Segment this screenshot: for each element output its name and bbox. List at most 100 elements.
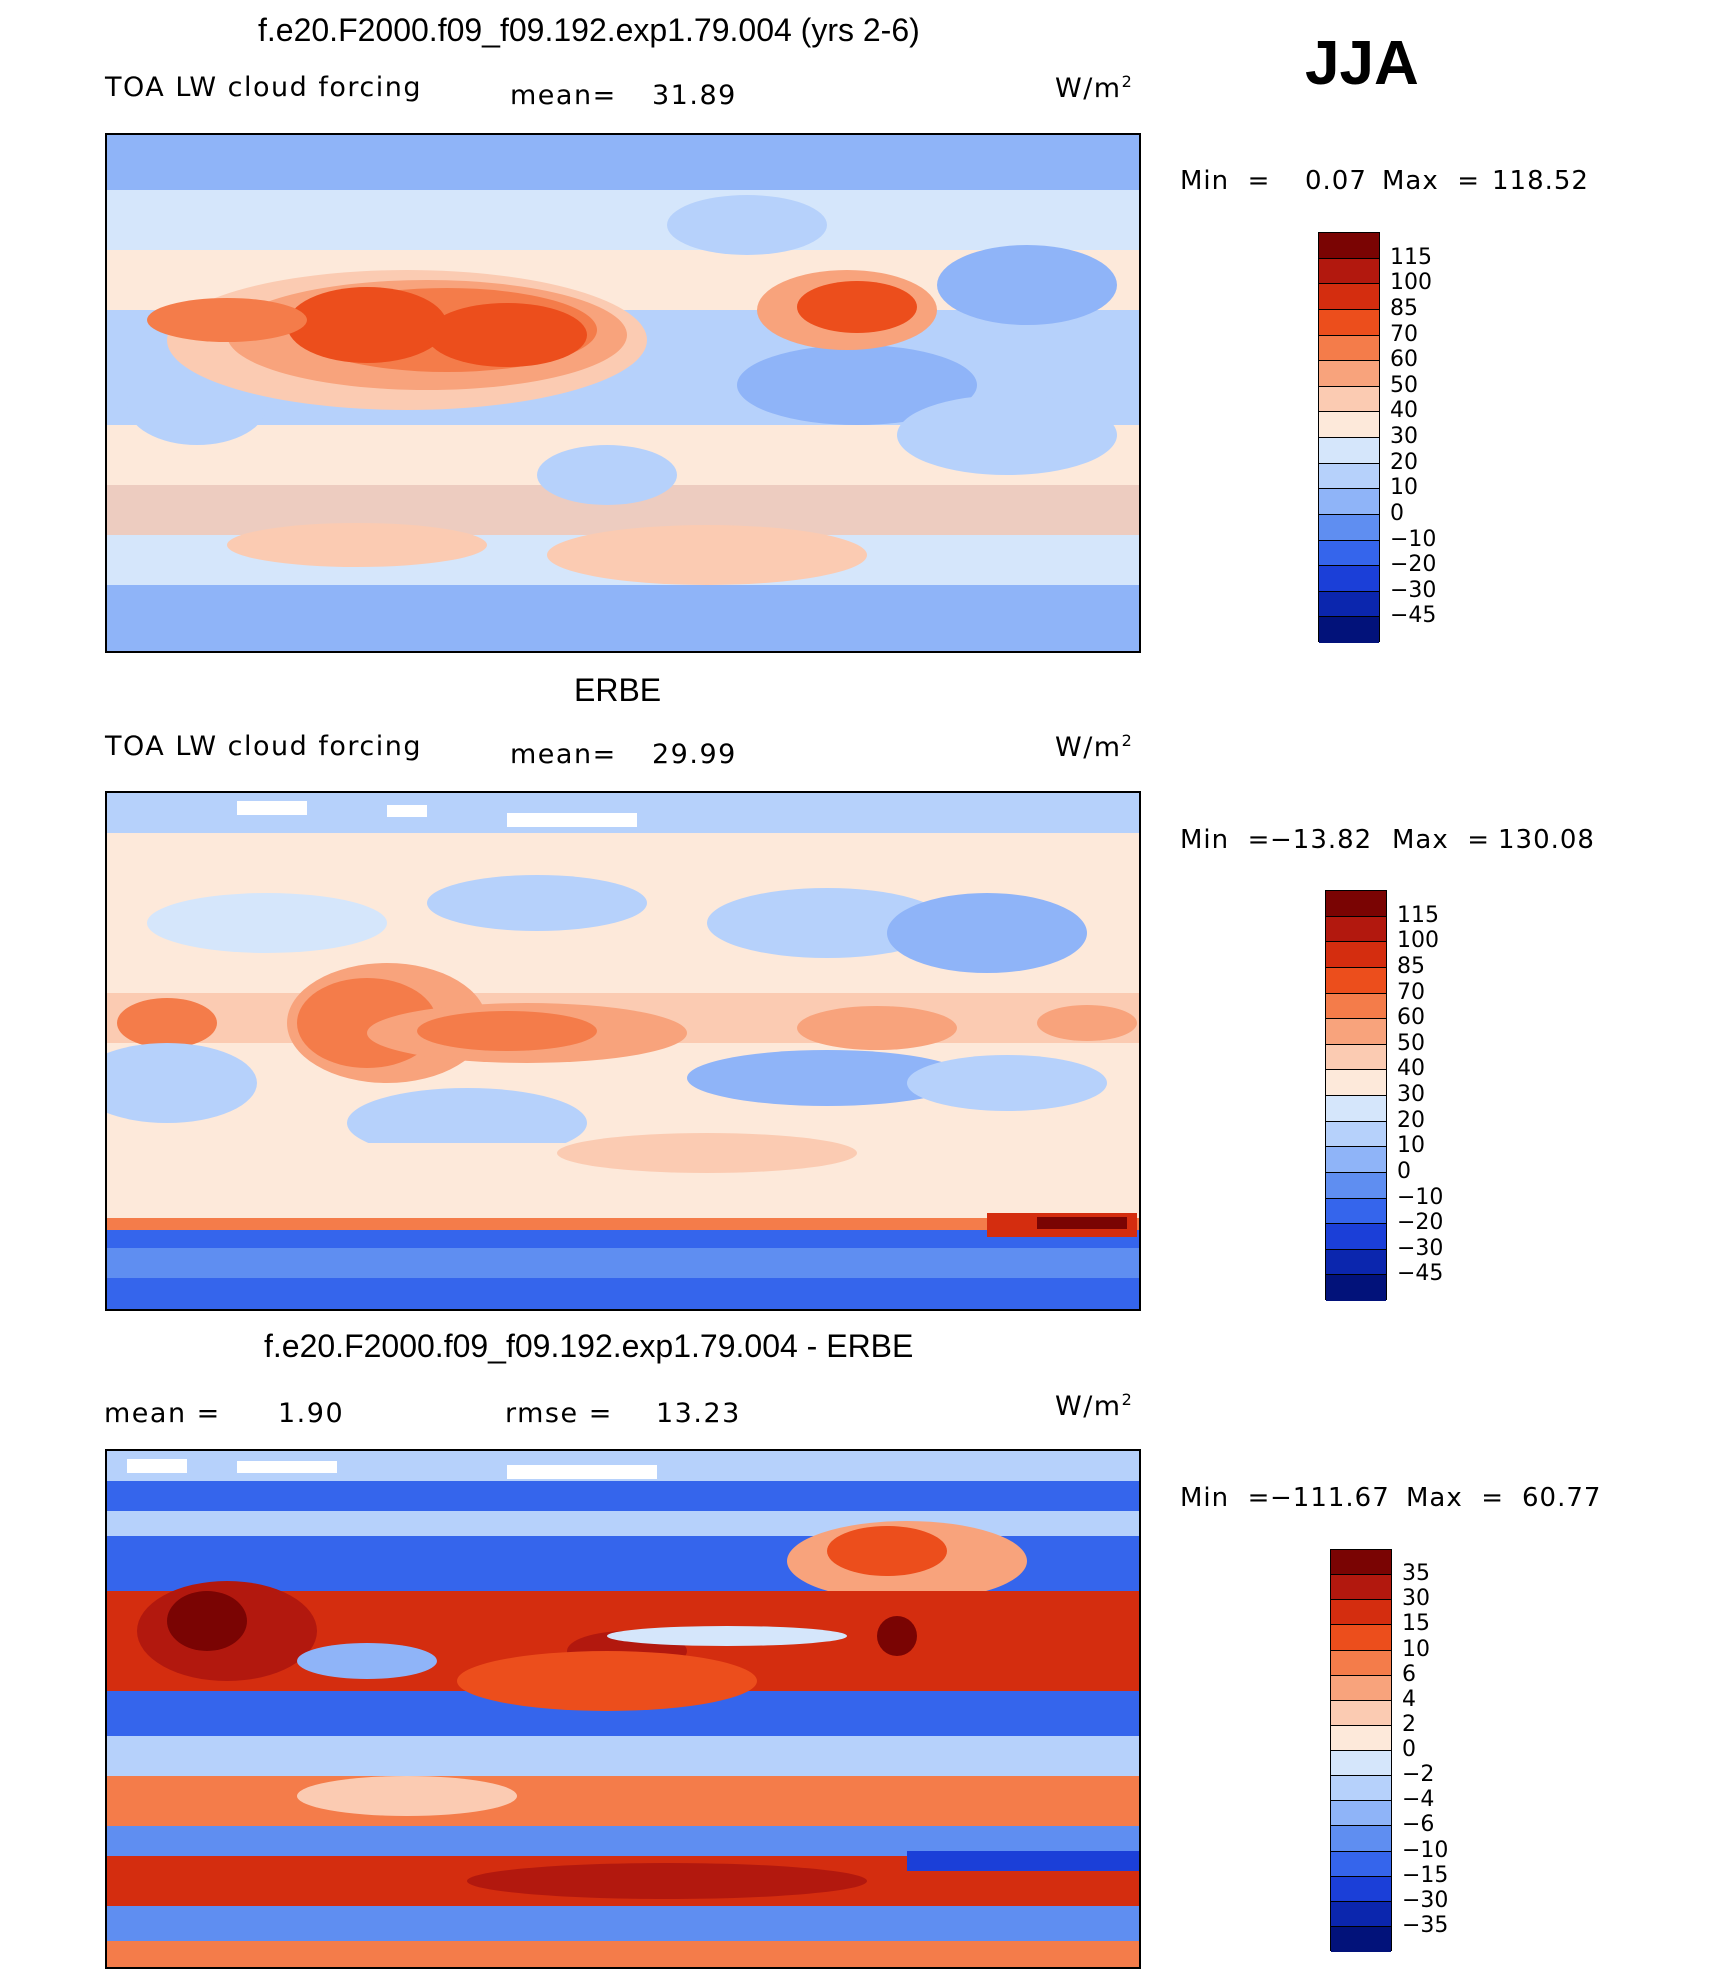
colorbar-swatch xyxy=(1319,438,1379,464)
colorbar-label: −20 xyxy=(1390,552,1437,578)
colorbar-swatch xyxy=(1331,1926,1391,1952)
colorbar-swatch xyxy=(1326,1224,1386,1250)
colorbar-swatch xyxy=(1319,361,1379,387)
panel1-max-value: 118.52 xyxy=(1492,166,1589,196)
panel2-colorbar xyxy=(1325,890,1387,1301)
colorbar-swatch xyxy=(1331,1650,1391,1676)
colorbar-label: 4 xyxy=(1402,1686,1416,1712)
panel1-max-label: Max = xyxy=(1382,166,1481,196)
panel1-map xyxy=(105,133,1141,653)
colorbar-swatch xyxy=(1326,1172,1386,1199)
colorbar-swatch xyxy=(1331,1901,1391,1927)
colorbar-label: −30 xyxy=(1390,577,1437,603)
colorbar-label: −4 xyxy=(1402,1787,1435,1813)
colorbar-label: 115 xyxy=(1397,902,1439,928)
panel3-map xyxy=(105,1449,1141,1969)
colorbar-swatch xyxy=(1331,1575,1391,1601)
colorbar-label: −45 xyxy=(1397,1261,1444,1287)
colorbar-swatch xyxy=(1319,463,1379,490)
colorbar-label: −35 xyxy=(1402,1912,1449,1938)
colorbar-swatch xyxy=(1319,258,1379,285)
colorbar-label: 50 xyxy=(1397,1030,1425,1056)
colorbar-swatch xyxy=(1319,335,1379,362)
panel3-mean-label: mean = xyxy=(104,1398,221,1429)
colorbar-label: −20 xyxy=(1397,1210,1444,1236)
colorbar-label: 0 xyxy=(1397,1158,1411,1184)
colorbar-swatch xyxy=(1326,1249,1386,1276)
colorbar-swatch xyxy=(1331,1700,1391,1726)
colorbar-label: −30 xyxy=(1402,1887,1449,1913)
panel3-map-field xyxy=(107,1451,1139,1967)
colorbar-swatch xyxy=(1319,566,1379,592)
colorbar-swatch xyxy=(1326,967,1386,994)
colorbar-swatch xyxy=(1326,1275,1386,1301)
panel1-map-field xyxy=(107,135,1139,651)
colorbar-label: 60 xyxy=(1390,347,1418,373)
colorbar-swatch xyxy=(1319,540,1379,567)
colorbar-label: 2 xyxy=(1402,1711,1416,1737)
colorbar-label: 30 xyxy=(1397,1082,1425,1107)
colorbar-swatch xyxy=(1326,1147,1386,1173)
panel2-map-field xyxy=(107,793,1139,1309)
colorbar-label: −30 xyxy=(1397,1235,1444,1261)
colorbar-swatch xyxy=(1331,1826,1391,1852)
colorbar-label: 0 xyxy=(1390,500,1404,526)
colorbar-label: 40 xyxy=(1390,398,1418,424)
colorbar-swatch xyxy=(1319,514,1379,541)
colorbar-swatch xyxy=(1319,309,1379,336)
colorbar-swatch xyxy=(1326,1019,1386,1045)
panel2-mean-value: 29.99 xyxy=(652,739,737,770)
colorbar-swatch xyxy=(1326,1044,1386,1071)
colorbar-label: 20 xyxy=(1397,1107,1425,1133)
colorbar-label: −10 xyxy=(1390,526,1437,552)
colorbar-swatch xyxy=(1326,1198,1386,1225)
colorbar-label: 15 xyxy=(1402,1611,1430,1637)
colorbar-label: 115 xyxy=(1390,244,1432,270)
panel3-max-label: Max = xyxy=(1406,1483,1505,1513)
colorbar-label: 100 xyxy=(1390,270,1432,296)
colorbar-swatch xyxy=(1331,1776,1391,1802)
colorbar-swatch xyxy=(1326,1121,1386,1148)
panel3-colorbar xyxy=(1330,1549,1392,1952)
colorbar-swatch xyxy=(1331,1876,1391,1902)
colorbar-label: 35 xyxy=(1402,1561,1430,1587)
panel3-mean-value: 1.90 xyxy=(278,1398,345,1429)
colorbar-swatch xyxy=(1326,891,1386,917)
colorbar-swatch xyxy=(1319,412,1379,438)
colorbar-label: 20 xyxy=(1390,449,1418,475)
colorbar-label: 10 xyxy=(1390,475,1418,501)
panel2-map xyxy=(105,791,1141,1311)
colorbar-swatch xyxy=(1331,1725,1391,1751)
colorbar-swatch xyxy=(1326,916,1386,943)
panel3-min-label: Min = xyxy=(1180,1483,1271,1513)
season-label: JJA xyxy=(1305,29,1419,98)
colorbar-label: 10 xyxy=(1397,1133,1425,1159)
colorbar-swatch xyxy=(1319,617,1379,643)
colorbar-label: 85 xyxy=(1397,953,1425,979)
panel1-min-value: 0.07 xyxy=(1305,166,1367,196)
colorbar-swatch xyxy=(1326,1070,1386,1096)
panel1-title: f.e20.F2000.f09_f09.192.exp1.79.004 (yrs… xyxy=(258,12,920,48)
colorbar-swatch xyxy=(1326,942,1386,968)
colorbar-swatch xyxy=(1331,1600,1391,1626)
panel2-mean-label: mean= xyxy=(510,739,617,770)
colorbar-swatch xyxy=(1326,993,1386,1020)
colorbar-label: 70 xyxy=(1390,321,1418,347)
colorbar-label: 100 xyxy=(1397,928,1439,954)
colorbar-label: −10 xyxy=(1402,1837,1449,1863)
colorbar-label: 85 xyxy=(1390,295,1418,321)
colorbar-label: 50 xyxy=(1390,372,1418,398)
colorbar-swatch xyxy=(1331,1851,1391,1877)
colorbar-label: 30 xyxy=(1390,424,1418,449)
colorbar-swatch xyxy=(1319,284,1379,310)
panel1-units: W/m2 xyxy=(1055,72,1134,104)
colorbar-swatch xyxy=(1319,489,1379,515)
panel3-rmse-value: 13.23 xyxy=(656,1398,741,1429)
panel1-variable: TOA LW cloud forcing xyxy=(105,72,422,103)
panel1-mean-value: 31.89 xyxy=(652,80,737,111)
colorbar-label: −2 xyxy=(1402,1762,1435,1788)
colorbar-swatch xyxy=(1319,233,1379,259)
panel2-max-label: Max = xyxy=(1392,825,1491,855)
colorbar-swatch xyxy=(1331,1550,1391,1576)
colorbar-label: 60 xyxy=(1397,1005,1425,1031)
